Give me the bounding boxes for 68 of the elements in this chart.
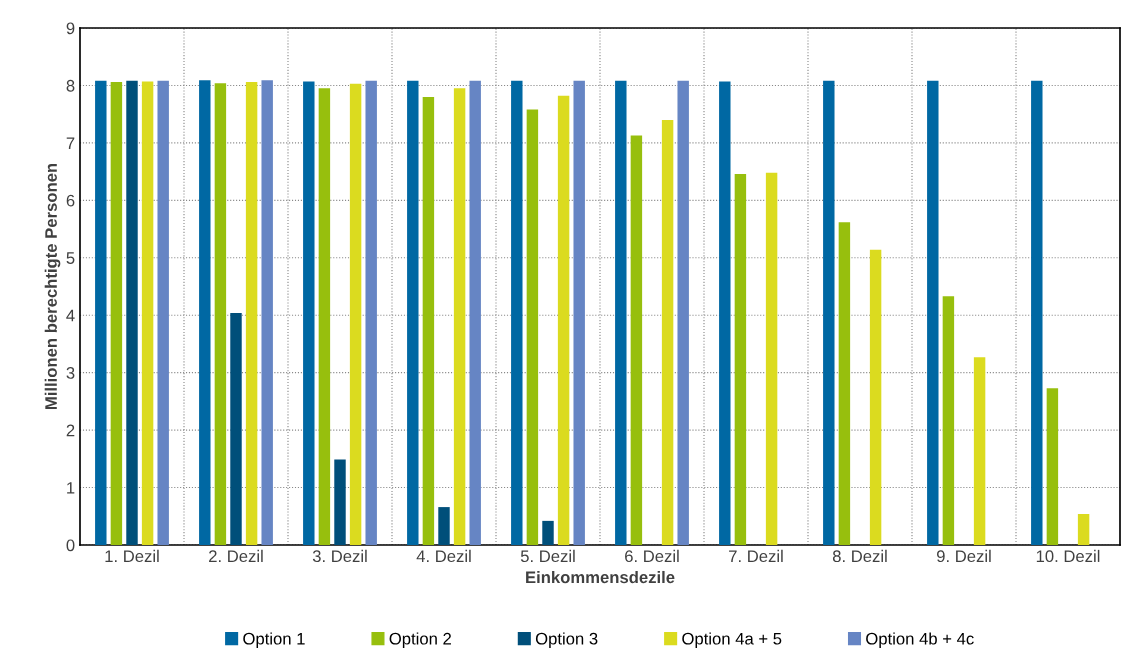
x-tick-label: 5. Dezil [520, 549, 575, 563]
x-tick-label: 8. Dezil [832, 549, 887, 563]
bar [214, 83, 227, 545]
bar [942, 296, 955, 545]
bar [469, 80, 481, 545]
bar [573, 80, 585, 545]
bar [1077, 513, 1090, 545]
bar [230, 312, 242, 545]
x-tick-label: 7. Dezil [729, 549, 783, 563]
bar [511, 80, 523, 545]
bar [261, 80, 273, 545]
bar [334, 459, 346, 545]
y-tick-label: 2 [66, 424, 75, 437]
bar [630, 135, 643, 545]
y-tick-label: 7 [66, 137, 75, 149]
legend-label: Option 4b + 4c [866, 632, 974, 648]
x-tick-label: 10. Dezil [1036, 549, 1100, 563]
legend-label: Option 4a + 5 [682, 632, 782, 648]
bar [526, 109, 539, 545]
bar [95, 80, 107, 545]
y-axis-title: Millionen berechtigte Personen [44, 163, 61, 410]
bar [615, 80, 627, 545]
x-tick-label: 1. Dezil [105, 549, 159, 563]
bar [349, 83, 362, 545]
bar [318, 88, 331, 545]
bar [927, 80, 939, 545]
x-axis-title: Einkommensdezile [526, 570, 675, 584]
bar [438, 507, 450, 545]
legend-label: Option 3 [535, 632, 598, 648]
legend-label: Option 2 [389, 632, 451, 648]
y-tick-label: 0 [66, 539, 75, 552]
bar [661, 119, 674, 545]
y-tick-label: 1 [67, 482, 75, 494]
bar [677, 80, 689, 545]
bar [1031, 80, 1043, 545]
bar [141, 81, 154, 545]
x-tick-label: 9. Dezil [936, 549, 991, 563]
y-tick-label: 5 [66, 252, 75, 264]
bar [542, 520, 554, 545]
y-tick-label: 3 [66, 367, 75, 379]
bar [199, 80, 211, 545]
y-tick-label: 6 [66, 194, 75, 207]
bar [823, 80, 835, 545]
bar [453, 88, 466, 545]
bar [557, 95, 570, 545]
bar [157, 80, 169, 545]
bar [838, 222, 851, 545]
bar [1046, 388, 1059, 545]
legend-label: Option 1 [243, 632, 305, 648]
bar [110, 82, 123, 545]
x-tick-label: 2. Dezil [209, 549, 263, 563]
y-tick-label: 8 [66, 79, 75, 92]
bar [734, 173, 747, 545]
bar [869, 249, 882, 545]
y-tick-label: 4 [66, 309, 75, 322]
bar [422, 96, 435, 545]
bar [407, 80, 419, 545]
bar [973, 357, 986, 545]
bar [303, 81, 315, 545]
bar [365, 80, 377, 545]
x-tick-label: 3. Dezil [312, 549, 367, 563]
x-tick-label: 4. Dezil [416, 549, 471, 563]
x-tick-label: 6. Dezil [625, 549, 679, 563]
bar [126, 80, 138, 545]
y-tick-label: 9 [66, 22, 75, 35]
bar [245, 82, 258, 545]
bar [765, 172, 778, 545]
bar [719, 81, 731, 545]
